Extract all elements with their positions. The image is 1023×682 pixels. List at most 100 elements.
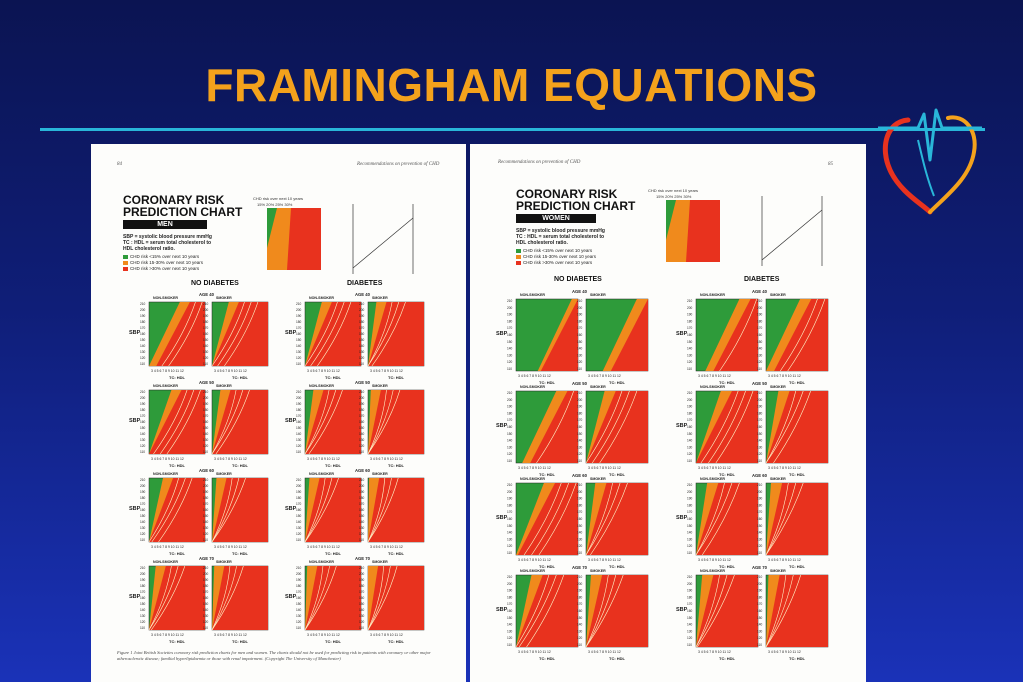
risk-panel: 210 200 190 180 170 160 150 140 130 120 110 3 4 5 6…: [577, 298, 649, 378]
risk-contour-line: [304, 389, 330, 455]
sbp-tick: 160: [507, 609, 513, 613]
sbp-axis-label: SBP: [129, 418, 141, 424]
tchdl-axis-label: TC: HDL: [169, 463, 186, 468]
sex-tag: MEN: [123, 220, 207, 229]
risk-ticks: 15% 20% 25% 30%: [656, 194, 692, 199]
sbp-axis-label: SBP: [129, 594, 141, 600]
sbp-tick: 200: [507, 582, 513, 586]
sbp-tick: 120: [359, 356, 365, 360]
sbp-tick: 160: [757, 333, 763, 337]
sbp-tick: 180: [577, 411, 583, 415]
risk-contour-line: [695, 574, 720, 648]
sbp-tick: 210: [577, 391, 583, 395]
ratio-ticks: 3 4 5 6 7 8 9 10 11 12: [698, 650, 731, 654]
sbp-tick: 130: [359, 526, 365, 530]
men-risk-chart-grid: 210 200 190 180 170 160 150 140 130 120 110 3 4 5 6…: [129, 204, 425, 644]
sbp-tick: 160: [687, 425, 693, 429]
sbp-tick: 140: [577, 347, 583, 351]
sbp-tick: 140: [687, 347, 693, 351]
sbp-tick: 110: [577, 367, 582, 371]
sbp-tick: 140: [203, 344, 209, 348]
sbp-axis-label: SBP: [285, 506, 297, 512]
ratio-ticks: 3 4 5 6 7 8 9 10 11 12: [214, 457, 247, 461]
sbp-tick: 180: [507, 319, 513, 323]
sbp-tick: 190: [140, 490, 146, 494]
risk-contour-line: [700, 390, 739, 464]
tchdl-axis-label: TC: HDL: [719, 656, 736, 661]
ratio-ticks: 3 4 5 6 7 8 9 10 11 12: [214, 633, 247, 637]
non-smoker-label: NON-SMOKER: [153, 560, 178, 564]
risk-panel: 210 200 190 180 170 160 150 140 130 120 110 3 4 5 6…: [296, 301, 362, 373]
sbp-tick: 200: [687, 306, 693, 310]
non-smoker-label: NON-SMOKER: [309, 296, 334, 300]
sbp-tick: 180: [140, 408, 146, 412]
ratio-ticks: 3 4 5 6 7 8 9 10 11 12: [370, 545, 403, 549]
sbp-tick: 120: [687, 636, 693, 640]
sbp-tick: 160: [687, 609, 693, 613]
risk-contour-line: [371, 301, 406, 367]
ratio-ticks: 3 4 5 6 7 8 9 10 11 12: [518, 558, 551, 562]
age-label: AGE 60: [199, 468, 215, 473]
non-smoker-label: NON-SMOKER: [153, 472, 178, 476]
sbp-tick: 180: [359, 408, 365, 412]
risk-panel: 210 200 190 180 170 160 150 140 130 120 110 3 4 5 6…: [296, 565, 362, 637]
legend-label: CHD risk >30% over next 10 years: [523, 260, 593, 265]
sbp-tick: 180: [359, 584, 365, 588]
definition-line: TC : HDL = serum total cholesterol to: [123, 240, 212, 246]
tchdl-axis-label: TC: HDL: [539, 656, 556, 661]
sbp-tick: 200: [577, 490, 583, 494]
smoker-label: SMOKER: [770, 569, 786, 573]
sbp-axis-label: SBP: [129, 330, 141, 336]
sbp-tick: 150: [757, 524, 763, 528]
legend-item: CHD risk 15-30% over next 10 years: [516, 254, 596, 260]
sbp-tick: 140: [296, 520, 302, 524]
risk-contour-line: [367, 389, 401, 455]
age-label: AGE 40: [572, 289, 588, 294]
risk-band-over-30: [696, 483, 758, 555]
sbp-tick: 170: [577, 602, 583, 606]
age-label: AGE 40: [752, 289, 768, 294]
risk-contour-line: [317, 301, 352, 367]
sbp-tick: 170: [359, 414, 365, 418]
sbp-tick: 150: [687, 616, 693, 620]
ratio-ticks: 3 4 5 6 7 8 9 10 11 12: [307, 369, 340, 373]
risk-panel: 210 200 190 180 170 160 150 140 130 120 110 3 4 5 6…: [757, 298, 829, 378]
sbp-tick: 210: [757, 575, 763, 579]
sbp-tick: 170: [296, 502, 302, 506]
risk-panel: 210 200 190 180 170 160 150 140 130 120 110 3 4 5 6…: [140, 301, 206, 373]
risk-band-over-30: [212, 478, 268, 542]
sbp-tick: 190: [507, 589, 513, 593]
risk-contour-line: [695, 574, 728, 648]
risk-panel: 210 200 190 180 170 160 150 140 130 120 110 3 4 5 6…: [296, 477, 362, 549]
sbp-tick: 120: [507, 544, 513, 548]
sbp-tick: 140: [296, 432, 302, 436]
risk-contour-line: [787, 298, 826, 372]
smoker-label: SMOKER: [216, 560, 232, 564]
ratio-ticks: 3 4 5 6 7 8 9 10 11 12: [768, 650, 801, 654]
nomogram-line: [761, 209, 823, 261]
sbp-tick: 110: [359, 450, 364, 454]
no-diabetes-heading: NO DIABETES: [554, 276, 602, 283]
sbp-tick: 130: [507, 629, 513, 633]
risk-contour-line: [211, 565, 237, 631]
legend-item: CHD risk 15-30% over next 10 years: [123, 260, 203, 266]
sbp-tick: 110: [140, 626, 145, 630]
risk-band-over-30: [149, 390, 205, 454]
ratio-ticks: 3 4 5 6 7 8 9 10 11 12: [151, 457, 184, 461]
sbp-tick: 170: [577, 326, 583, 330]
sbp-tick: 140: [687, 439, 693, 443]
sbp-tick: 170: [359, 502, 365, 506]
sbp-tick: 190: [757, 313, 763, 317]
risk-band-over-30: [766, 575, 828, 647]
sbp-tick: 210: [296, 390, 302, 394]
risk-contour-line: [765, 482, 797, 556]
slide-title: FRAMINGHAM EQUATIONS: [205, 59, 818, 111]
non-smoker-label: NON-SMOKER: [700, 569, 725, 573]
age-label: AGE 40: [199, 292, 215, 297]
sbp-tick: 190: [296, 402, 302, 406]
sbp-tick: 110: [203, 538, 208, 542]
sbp-tick: 200: [577, 398, 583, 402]
definition-line: TC : HDL = serum total cholesterol to: [516, 234, 605, 240]
figure-caption: Figure 1 Joint British Societies coronar…: [117, 650, 431, 661]
sbp-tick: 120: [757, 360, 763, 364]
